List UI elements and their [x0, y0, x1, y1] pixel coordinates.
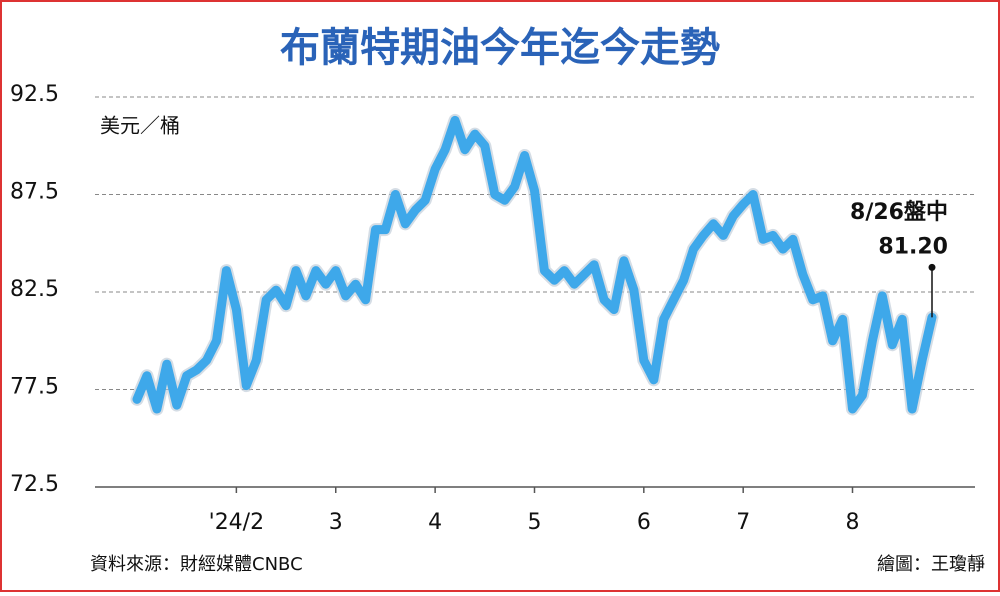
x-tick-label: 6 [637, 510, 651, 535]
leader-dot [928, 263, 936, 271]
chart-title: 布蘭特期油今年迄今走勢 [280, 25, 720, 71]
y-axis-label: 美元／桶 [100, 114, 180, 138]
source: 資料來源：財經媒體CNBC [90, 554, 303, 575]
y-tick-label: 92.5 [10, 82, 59, 107]
credit: 繪圖：王瓊靜 [877, 554, 985, 575]
value-label: 81.20 [878, 234, 948, 259]
x-tick-label: 7 [736, 510, 750, 535]
y-tick-label: 87.5 [10, 180, 59, 205]
line [132, 115, 937, 414]
x-tick-label: 8 [846, 510, 860, 535]
y-tick-label: 77.5 [10, 375, 59, 400]
x-tick-label: 3 [329, 510, 343, 535]
x-tick-label: 4 [428, 510, 442, 535]
annotation: 8/26盤中 [850, 199, 948, 225]
x-tick-label: 5 [528, 510, 542, 535]
y-tick-label: 82.5 [10, 277, 59, 302]
x-tick-label: '24/2 [209, 510, 264, 535]
y-tick-label: 72.5 [10, 472, 59, 497]
